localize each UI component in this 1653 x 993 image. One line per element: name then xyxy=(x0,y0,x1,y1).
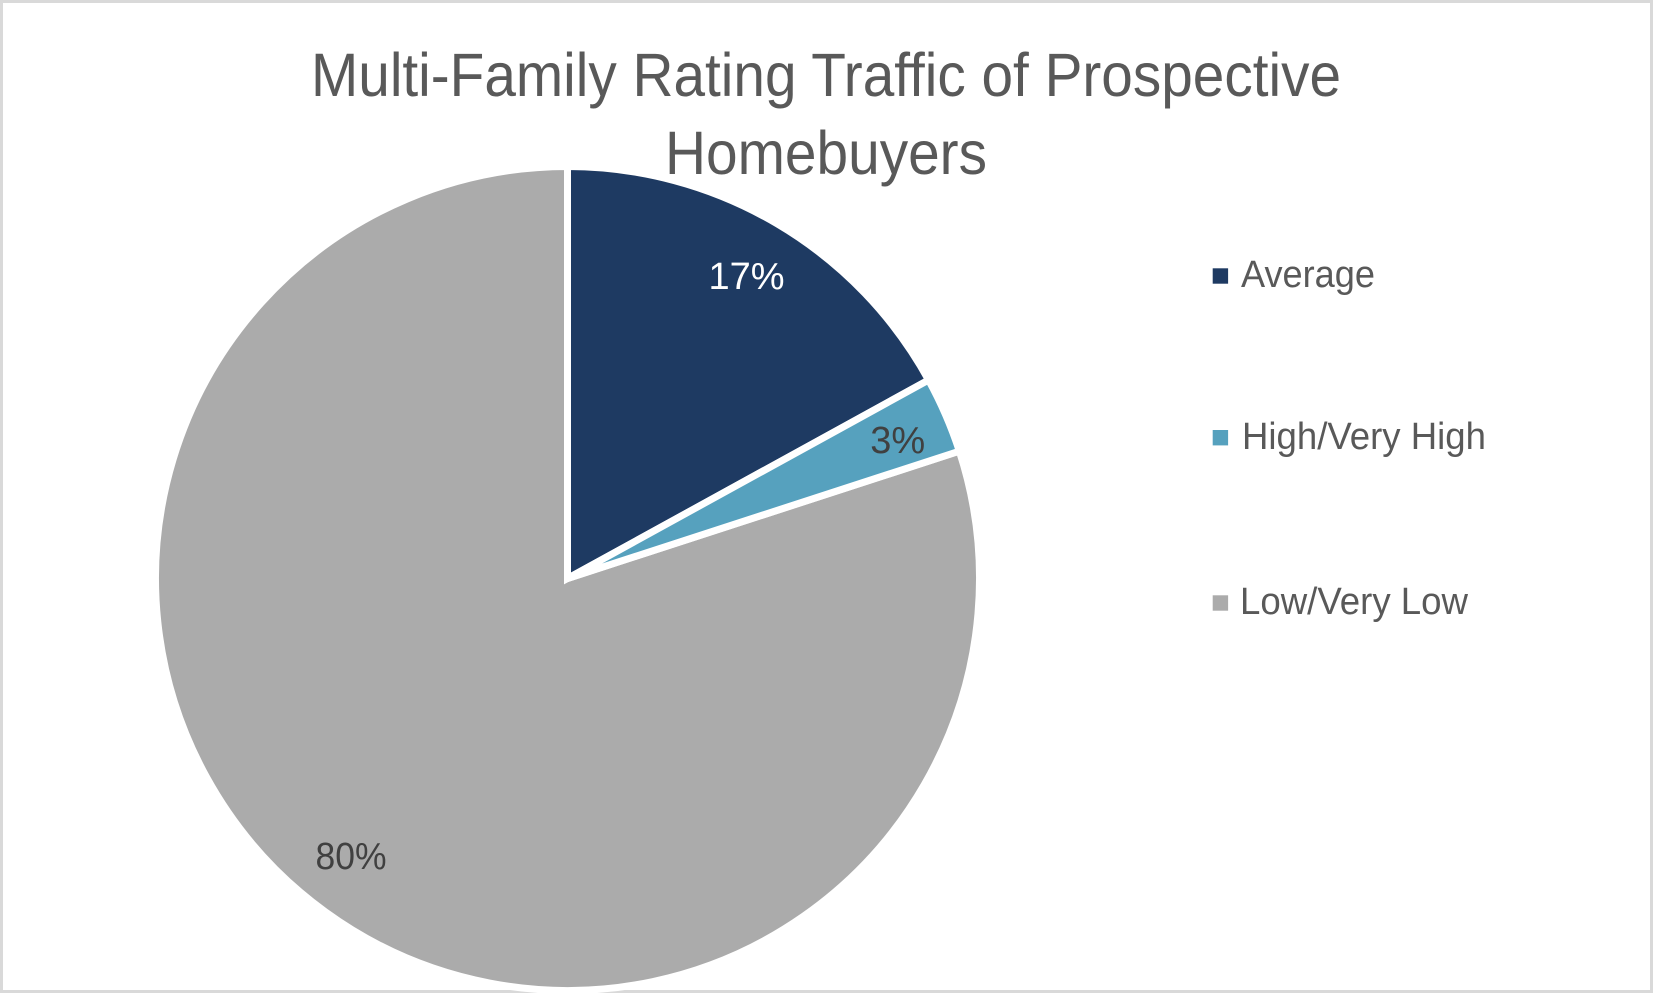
svg-text:Multi-Family Rating Traffic of: Multi-Family Rating Traffic of Prospecti… xyxy=(311,41,1341,109)
svg-text:Homebuyers: Homebuyers xyxy=(665,119,987,187)
svg-text:3%: 3% xyxy=(870,420,925,462)
svg-text:17%: 17% xyxy=(708,256,784,298)
svg-text:Average: Average xyxy=(1241,254,1375,296)
svg-text:High/Very High: High/Very High xyxy=(1242,416,1486,458)
svg-text:Low/Very Low: Low/Very Low xyxy=(1240,581,1469,623)
svg-text:80%: 80% xyxy=(316,836,387,878)
